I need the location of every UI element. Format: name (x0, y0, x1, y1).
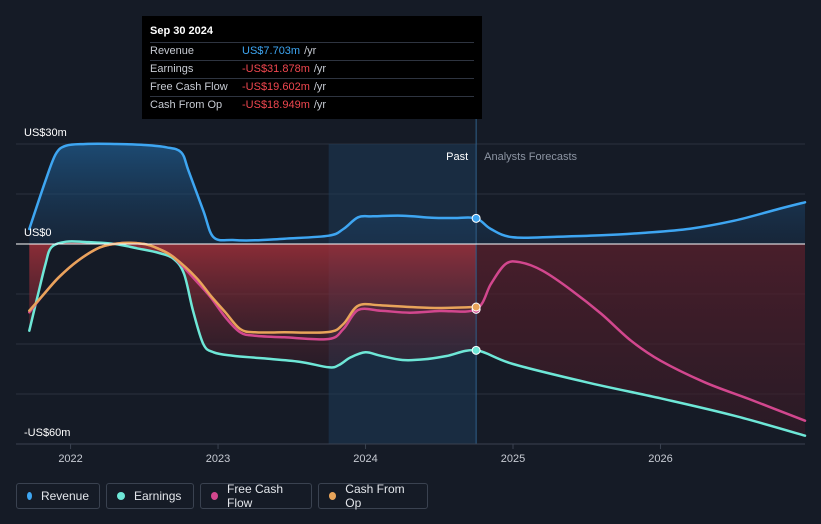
legend-item-revenue[interactable]: Revenue (16, 483, 100, 509)
y-tick-label: US$0 (24, 227, 52, 239)
tooltip-value: -US$19.602m (242, 81, 310, 93)
marker-earnings (471, 345, 481, 355)
tooltip-row-free-cash-flow: Free Cash Flow -US$19.602m /yr (150, 78, 474, 96)
tooltip-label: Revenue (150, 45, 195, 57)
legend-item-cash-from-op[interactable]: Cash From Op (318, 482, 428, 510)
legend-label: Revenue (40, 489, 89, 503)
x-tick-label: 2024 (353, 453, 377, 465)
loss-area-forecast (476, 244, 805, 436)
tooltip-label: Free Cash Flow (150, 81, 228, 93)
legend-dot-icon (117, 492, 125, 500)
tooltip-row-earnings: Earnings -US$31.878m /yr (150, 60, 474, 78)
y-tick-label: -US$60m (24, 427, 70, 439)
past-label: Past (446, 151, 468, 163)
current-value-markers (471, 213, 481, 355)
forecast-label: Analysts Forecasts (484, 151, 577, 163)
tooltip-unit: /yr (304, 45, 317, 57)
tooltip-unit: /yr (313, 63, 327, 75)
series-line-earnings (28, 240, 807, 437)
legend-item-earnings[interactable]: Earnings (106, 483, 194, 509)
legend-dot-icon (211, 492, 218, 500)
tooltip-date: Sep 30 2024 (150, 25, 213, 37)
x-tick-label: 2023 (206, 453, 230, 465)
tooltip-value: -US$31.878m (242, 63, 310, 75)
revenue-area (29, 143, 806, 244)
legend-label: Earnings (134, 489, 182, 503)
tooltip-row-revenue: Revenue US$7.703m /yr (150, 42, 474, 60)
legend-item-free-cash-flow[interactable]: Free Cash Flow (200, 482, 312, 510)
tooltip-row-cash-from-op: Cash From Op -US$18.949m /yr (150, 96, 474, 114)
series-line-cash-from-op (28, 241, 478, 334)
tooltip-unit: /yr (313, 99, 327, 111)
legend-dot-icon (27, 492, 32, 500)
legend-dot-icon (329, 492, 337, 500)
marker-cash-from-op (471, 302, 481, 312)
tooltip-value: US$7.703m (242, 45, 301, 57)
tooltip-unit: /yr (313, 81, 327, 93)
tooltip: Sep 30 2024 Revenue US$7.703m /yr Earnin… (142, 16, 482, 119)
loss-area-past (29, 241, 477, 368)
legend-label: Free Cash Flow (226, 482, 284, 510)
x-tick-label: 2025 (501, 453, 525, 465)
series-lines (28, 142, 807, 437)
tooltip-value: -US$18.949m (242, 99, 310, 111)
legend-label: Cash From Op (345, 482, 405, 510)
marker-revenue (471, 213, 481, 223)
area-fills (29, 143, 806, 436)
x-tick-label: 2022 (58, 453, 82, 465)
y-axis-labels: US$30m US$0 -US$60m (24, 127, 70, 439)
y-tick-label: US$30m (24, 127, 67, 139)
legend: Revenue Earnings Free Cash Flow Cash Fro… (16, 482, 428, 510)
series-line-revenue (28, 142, 807, 242)
tooltip-label: Earnings (150, 63, 194, 75)
x-axis-labels: 2022 2023 2024 2025 2026 (58, 444, 673, 465)
x-tick-label: 2026 (648, 453, 672, 465)
tooltip-label: Cash From Op (150, 99, 223, 111)
